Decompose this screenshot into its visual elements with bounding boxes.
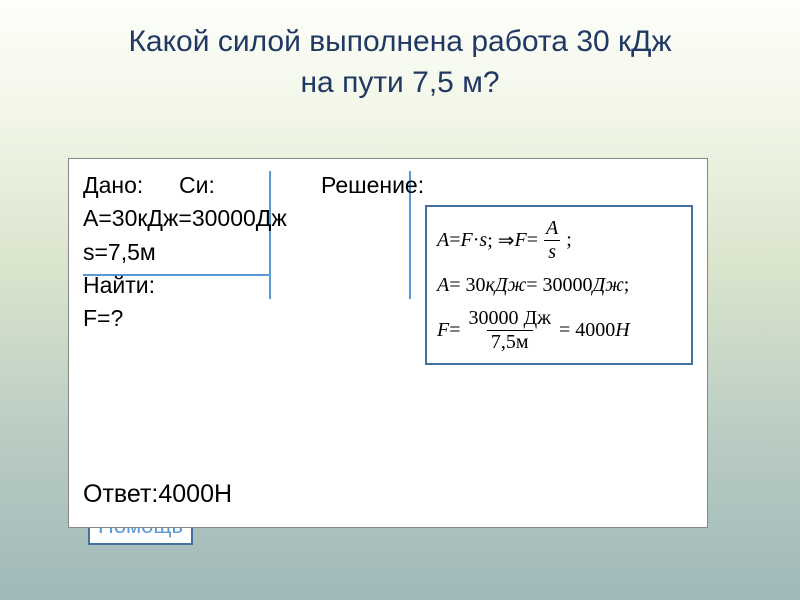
slide-title: Какой силой выполнена работа 30 кДж на п… [0,0,800,103]
find-value: F=? [83,302,424,335]
f2-j: Дж [592,274,623,297]
f2-end: ; [624,274,630,297]
formula-line-2: A = 30 кДж = 30000 Дж ; [437,274,681,297]
title-line-1: Какой силой выполнена работа 30 кДж [128,25,671,58]
title-line-2: на пути 7,5 м? [300,66,499,99]
label-si: Си: [179,169,321,202]
given-a-si: =30000Дж [178,205,286,231]
f1-dot: · [473,229,480,252]
f1-num: A [542,217,562,240]
solution-panel: Дано:Си:Решение: А=30кДж=30000Дж s=7,5м … [68,158,708,528]
f1-f: F [461,229,473,252]
given-a: А=30кДж [83,205,178,231]
f1-eq: = [449,229,460,252]
label-solution: Решение: [321,169,424,202]
f3-fraction: 30000 Дж 7,5м [465,307,555,354]
f1-fraction: A s [542,217,562,264]
f3-n: Н [615,319,629,342]
find-label: Найти: [83,269,424,302]
f3-num: 30000 Дж [465,307,555,330]
formula-line-1: A = F · s ; ⇒ F = A s ; [437,217,681,264]
f3-den: 7,5м [487,330,533,354]
f2-a: A [437,274,449,297]
f2-kj: кДж [486,274,527,297]
f1-end: ; [566,229,572,252]
f1-arrow: ; ⇒ [487,228,514,253]
f3-eq2: = 4000 [559,319,615,342]
given-s: s=7,5м [83,236,424,269]
f1-eq2: = [527,229,538,252]
formula-line-3: F = 30000 Дж 7,5м = 4000 Н [437,307,681,354]
given-block: Дано:Си:Решение: А=30кДж=30000Дж s=7,5м … [83,169,424,336]
f1-a: A [437,229,449,252]
label-dano: Дано: [83,169,179,202]
answer-text: Ответ:4000Н [83,480,232,509]
f2-eq2: = 30000 [526,274,592,297]
f3-f: F [437,319,449,342]
f2-eq: = 30 [449,274,485,297]
formula-box: A = F · s ; ⇒ F = A s ; A = 30 кДж = 300… [425,205,693,365]
f1-s: s [479,229,487,252]
f1-f2: F [515,229,527,252]
f3-eq: = [449,319,460,342]
f1-den: s [544,240,560,264]
